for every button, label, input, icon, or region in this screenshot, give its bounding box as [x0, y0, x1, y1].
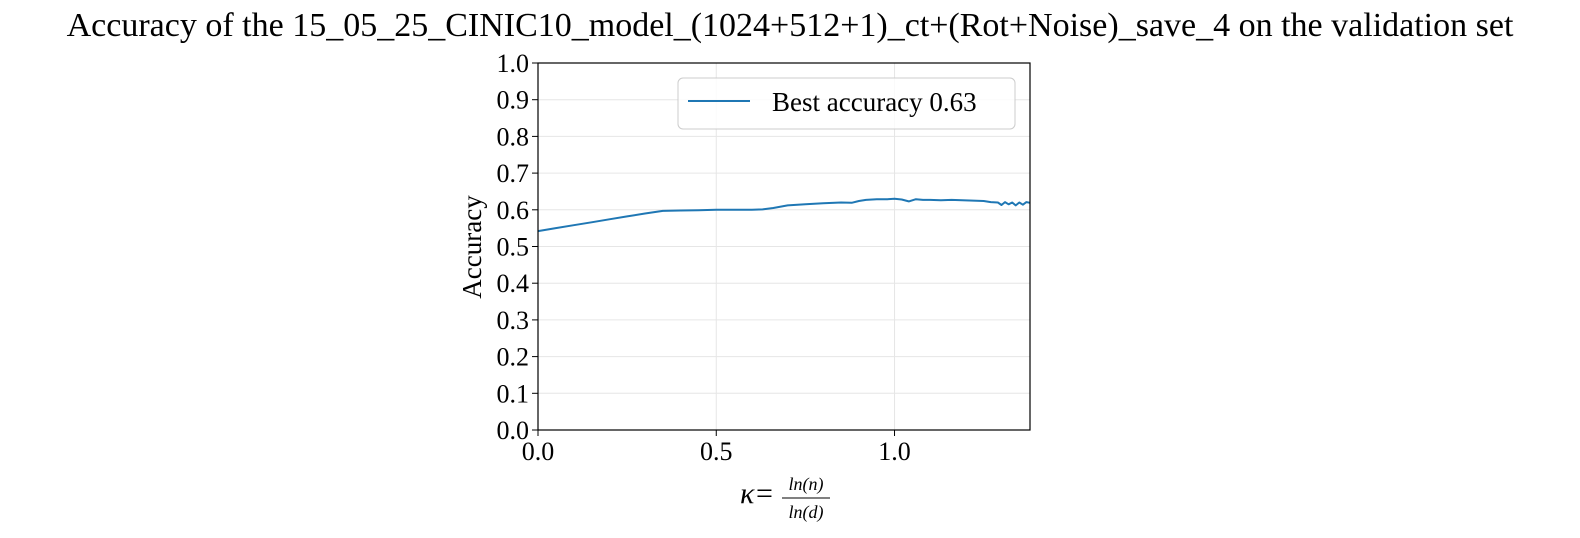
- y-tick-label: 0.8: [497, 122, 530, 151]
- x-axis-label-equals: =: [756, 477, 773, 510]
- x-axis-label-denominator: ln(d): [789, 502, 824, 523]
- y-tick-label: 0.3: [497, 306, 530, 335]
- legend-label: Best accuracy 0.63: [772, 87, 977, 117]
- x-tick-label: 0.0: [522, 437, 555, 466]
- x-axis-label-numerator: ln(n): [789, 474, 824, 495]
- legend: Best accuracy 0.63: [677, 77, 1016, 130]
- y-ticks: 0.0 0.1 0.2 0.3 0.4 0.5 0.6 0.7 0.8 0.9 1.0: [497, 49, 538, 445]
- y-tick-label: 0.6: [497, 196, 530, 225]
- y-axis-label: Accuracy: [457, 195, 487, 299]
- y-tick-label: 0.7: [497, 159, 530, 188]
- x-axis-label-symbol: κ: [740, 477, 755, 510]
- y-tick-label: 0.2: [497, 343, 530, 372]
- y-tick-label: 0.0: [497, 416, 530, 445]
- y-tick-label: 0.5: [497, 233, 530, 262]
- y-tick-label: 0.9: [497, 86, 530, 115]
- x-tick-label: 0.5: [700, 437, 733, 466]
- chart-title: Accuracy of the 15_05_25_CINIC10_model_(…: [67, 7, 1514, 44]
- y-tick-label: 1.0: [497, 49, 530, 78]
- x-ticks: 0.0 0.5 1.0: [522, 430, 911, 466]
- legend-box: [677, 77, 1016, 130]
- x-tick-label: 1.0: [878, 437, 911, 466]
- y-tick-label: 0.1: [497, 379, 530, 408]
- x-axis-label: κ = ln(n) ln(d): [740, 474, 830, 523]
- y-tick-label: 0.4: [497, 269, 530, 298]
- series-layer: [537, 197, 1031, 233]
- series-line: [537, 197, 1031, 233]
